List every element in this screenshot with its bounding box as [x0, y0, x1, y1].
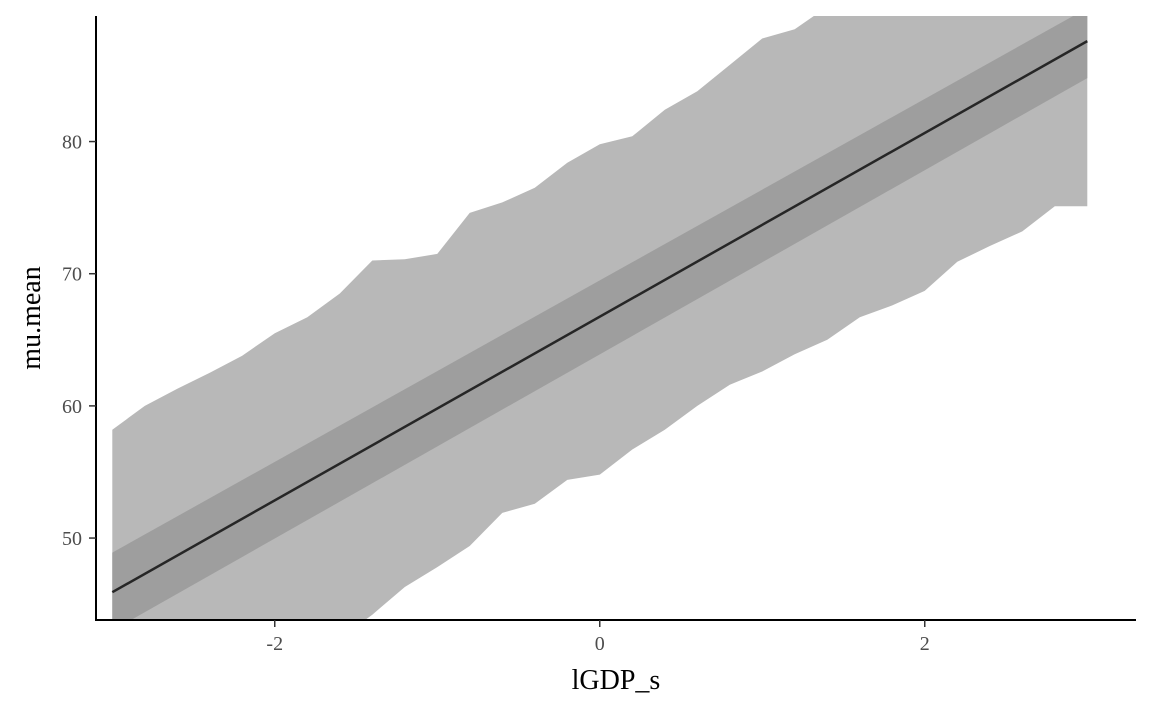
x-tick-label: -2	[266, 633, 283, 655]
x-axis-title: lGDP_s	[572, 665, 661, 696]
y-tick-label: 70	[62, 264, 82, 286]
mean-interval-band	[112, 16, 1088, 620]
mean-line	[111, 40, 1088, 594]
y-axis-title: mu.mean	[16, 266, 47, 369]
y-tick-label: 50	[62, 528, 82, 550]
y-tick-label: 80	[62, 132, 82, 154]
y-tick-label: 60	[62, 396, 82, 418]
x-tick-label: 0	[595, 633, 605, 655]
x-tick-label: 2	[920, 633, 930, 655]
